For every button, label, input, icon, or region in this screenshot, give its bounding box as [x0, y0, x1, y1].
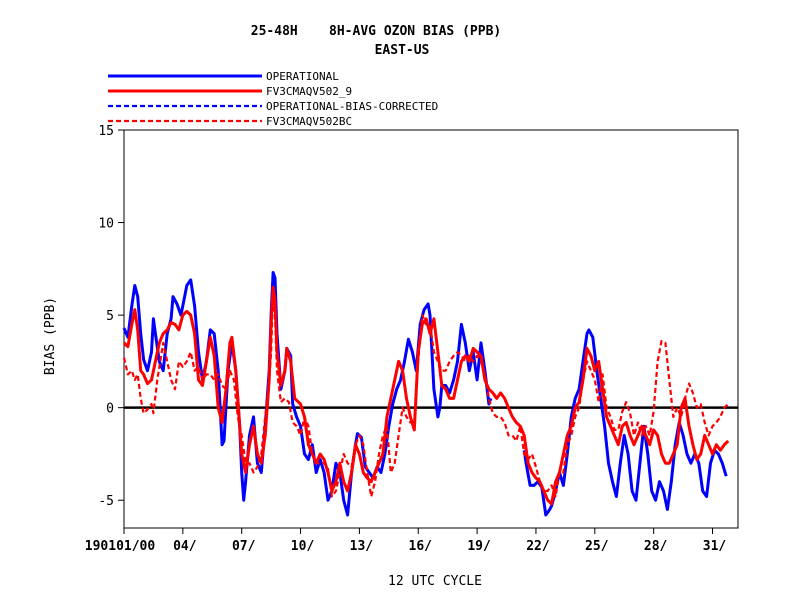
x-tick-label: 31/: [703, 539, 727, 554]
x-tick-label: 25/: [585, 539, 609, 554]
x-tick-label: 07/: [232, 539, 256, 554]
x-axis-label: 12 UTC CYCLE: [388, 574, 482, 589]
series-line: [122, 291, 729, 498]
legend-label: OPERATIONAL: [266, 70, 339, 83]
y-tick-label: 5: [106, 309, 114, 324]
series-line: [122, 271, 493, 517]
chart-subtitle: EAST-US: [375, 43, 430, 58]
legend: OPERATIONAL FV3CMAQV502_9 OPERATIONAL-BIAS…: [108, 70, 438, 128]
y-tick-label: -5: [98, 494, 114, 509]
x-tick-label: 04/: [173, 539, 197, 554]
x-tick-label: 22/: [526, 539, 550, 554]
y-axis-label: BIAS (PPB): [43, 297, 58, 375]
x-tick-label: 13/: [350, 539, 374, 554]
series-group: [122, 271, 730, 517]
y-tick-label: 15: [98, 124, 114, 139]
y-tick-label: 10: [98, 217, 114, 232]
legend-label: FV3CMAQV502BC: [266, 115, 352, 128]
axes: -5 0 5 10 15 190101/00 04/07/10/13/16/19/22/25…: [85, 124, 727, 554]
y-tick-label: 0: [106, 402, 114, 417]
x-tick-label: 28/: [644, 539, 668, 554]
x-tick-label: 190101/00: [85, 539, 156, 554]
x-tick-label: 10/: [291, 539, 315, 554]
legend-label: OPERATIONAL-BIAS-CORRECTED: [266, 100, 438, 113]
x-tick-label: 19/: [467, 539, 491, 554]
x-tick-label: 16/: [409, 539, 433, 554]
chart-title: 25-48H 8H-AVG OZON BIAS (PPB): [251, 24, 501, 39]
legend-label: FV3CMAQV502_9: [266, 85, 352, 98]
